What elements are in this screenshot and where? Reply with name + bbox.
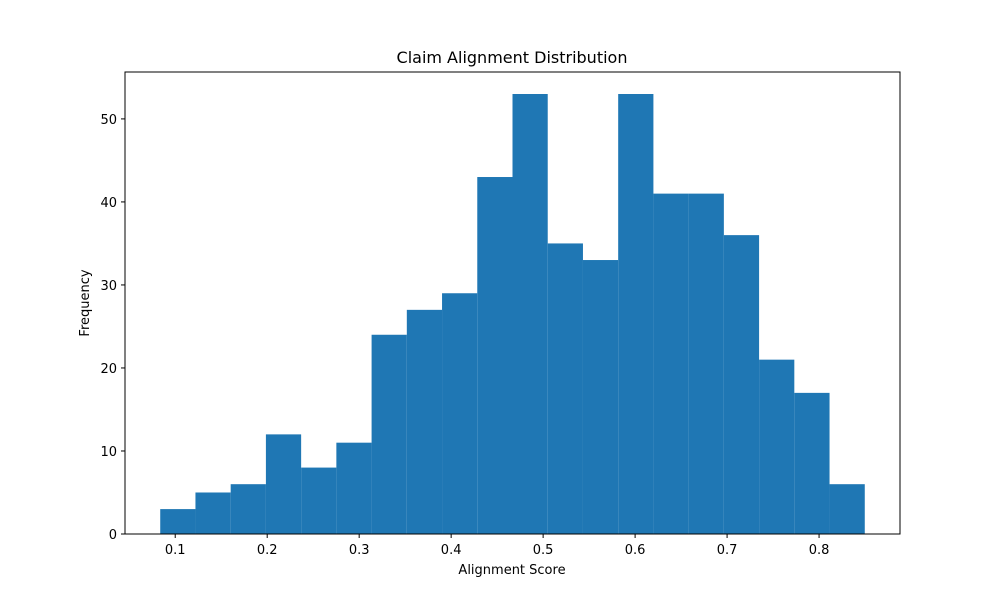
bar xyxy=(265,434,302,534)
x-tick-label: 0.4 xyxy=(441,543,462,558)
bar xyxy=(723,235,760,534)
bar xyxy=(794,392,830,534)
y-tick-label: 40 xyxy=(100,196,117,211)
bar xyxy=(618,94,654,534)
x-tick-label: 0.8 xyxy=(809,543,830,558)
bar xyxy=(230,484,266,534)
x-tick-label: 0.3 xyxy=(349,543,370,558)
x-tick-label: 0.2 xyxy=(257,543,278,558)
y-tick-label: 20 xyxy=(100,362,117,377)
bar xyxy=(653,193,689,535)
bar xyxy=(688,193,724,535)
bar xyxy=(512,94,548,534)
y-tick-label: 30 xyxy=(100,279,117,294)
bar xyxy=(442,293,478,534)
bar xyxy=(406,309,443,534)
y-tick-label: 10 xyxy=(100,445,117,460)
bar xyxy=(195,492,231,534)
y-axis-label: Frequency xyxy=(78,269,93,336)
x-axis-label: Alignment Score xyxy=(458,563,565,578)
x-tick-label: 0.1 xyxy=(165,543,186,558)
bar xyxy=(160,509,196,534)
bar xyxy=(582,260,619,534)
y-tick-label: 0 xyxy=(109,528,117,543)
bar xyxy=(547,243,583,534)
plot-frame xyxy=(124,71,901,535)
bar xyxy=(477,177,513,535)
bar xyxy=(371,334,407,534)
bar xyxy=(759,359,795,534)
x-tick-label: 0.7 xyxy=(717,543,738,558)
bar xyxy=(301,467,337,534)
x-tick-label: 0.5 xyxy=(533,543,554,558)
bar xyxy=(829,484,865,534)
bar xyxy=(336,442,372,534)
y-tick-label: 50 xyxy=(100,113,117,128)
x-tick-label: 0.6 xyxy=(625,543,646,558)
chart-title: Claim Alignment Distribution xyxy=(397,48,628,67)
